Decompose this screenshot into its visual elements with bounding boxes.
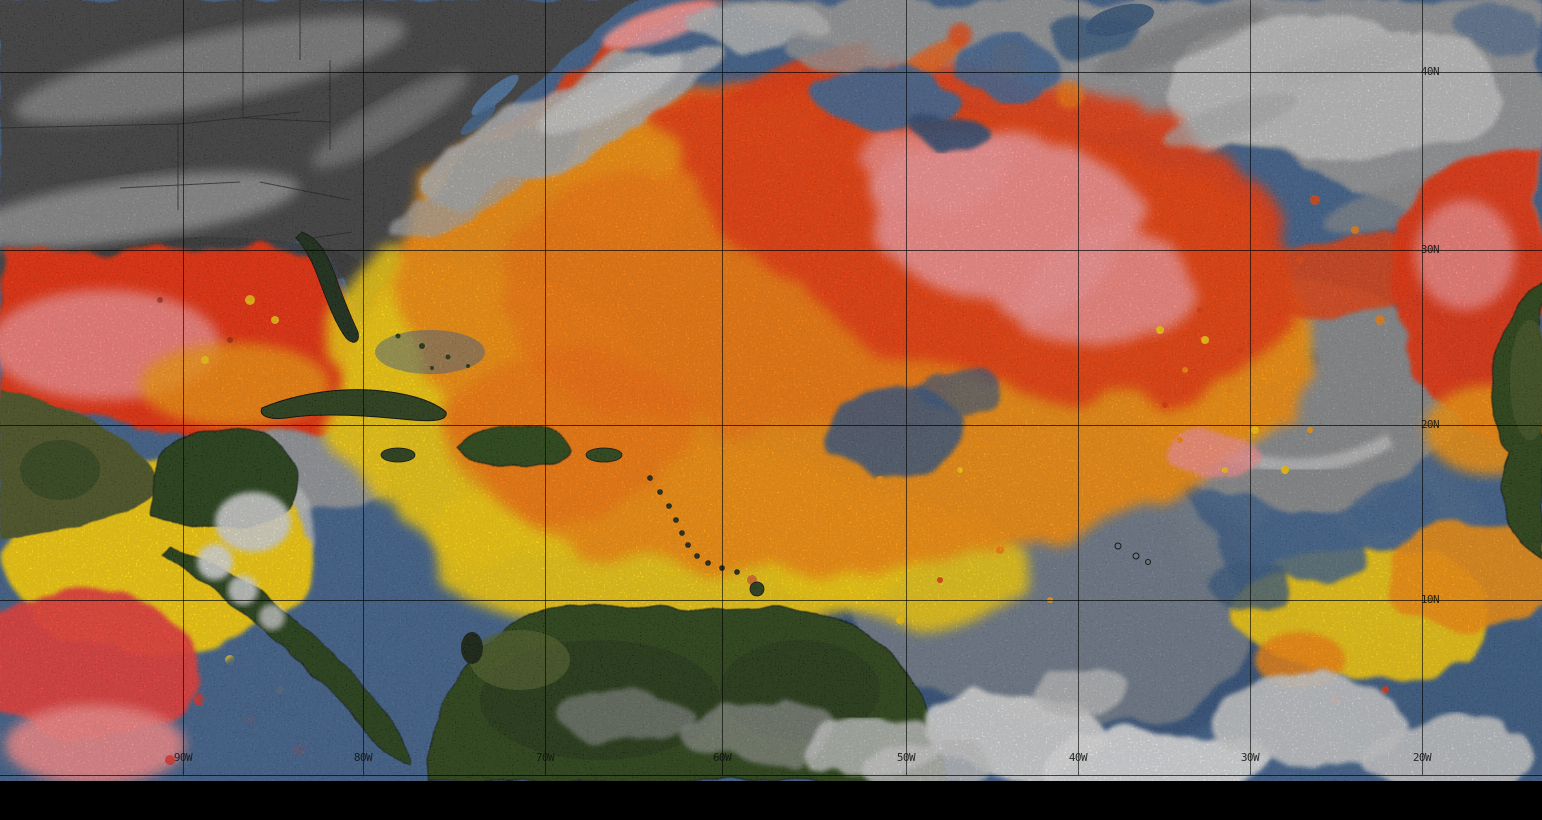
satellite-map: 40N 30N 20N 10N 90W 80W 70W 60W 50W 40W 30W 20W — [0, 0, 1542, 781]
satellite-composite-image — [0, 0, 1542, 781]
satellite-grain — [0, 0, 1542, 781]
legend-bar: 4 LESS <----- DRY AIR (LOW/MID-LEVEL) AN… — [0, 781, 1542, 820]
